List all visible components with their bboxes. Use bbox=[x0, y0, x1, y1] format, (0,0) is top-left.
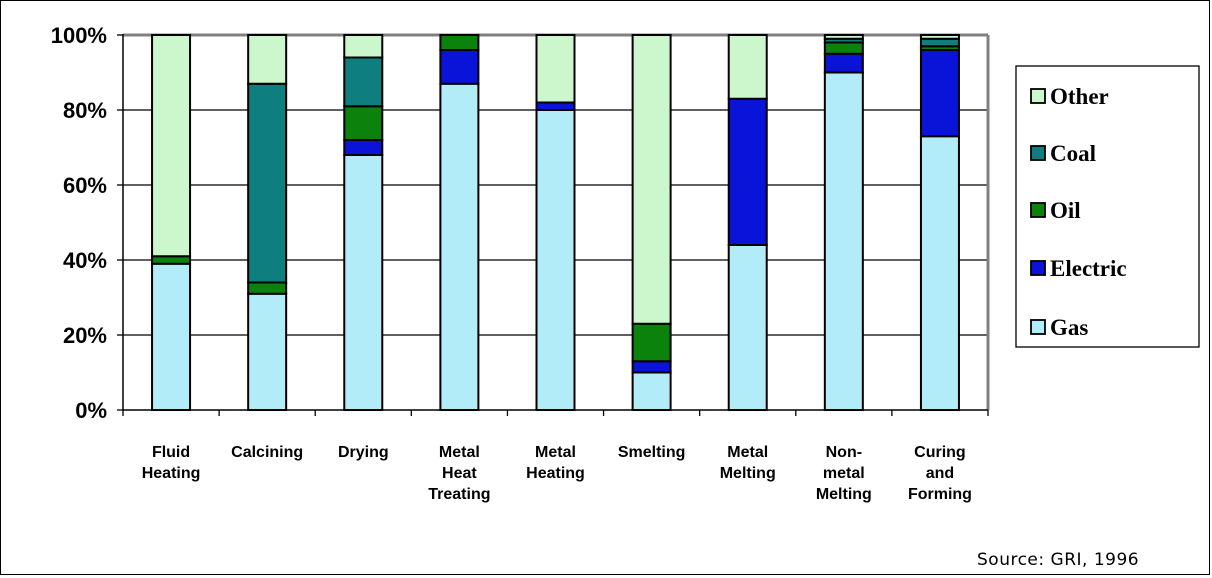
bar-segment-oil-smelting bbox=[631, 322, 672, 363]
x-tick-label: Metal Melting bbox=[720, 444, 776, 482]
bar-segment-other-fluid-heating bbox=[151, 34, 192, 258]
bar-segment-other-metal-melting bbox=[727, 34, 768, 100]
y-tick-label: 60% bbox=[63, 173, 107, 198]
legend-label-gas: Gas bbox=[1050, 315, 1088, 340]
bar-segment-other-metal-heating bbox=[535, 34, 576, 104]
bar-segment-gas-drying bbox=[343, 154, 384, 411]
bar-segment-oil-calcining bbox=[247, 281, 288, 295]
bar-segment-other-non-metal-melting bbox=[823, 34, 864, 40]
y-tick-label: 0% bbox=[75, 398, 107, 423]
x-tick-label: Smelting bbox=[618, 444, 686, 461]
bar-segment-oil-metal-heat-treating bbox=[439, 34, 480, 51]
bar-segment-coal-calcining bbox=[247, 82, 288, 284]
legend-swatch-other bbox=[1030, 88, 1046, 104]
bar-segment-coal-drying bbox=[343, 56, 384, 108]
y-tick-label: 80% bbox=[63, 98, 107, 123]
source-note: Source: GRI, 1996 bbox=[977, 550, 1140, 570]
bar-segment-gas-smelting bbox=[631, 371, 672, 411]
bar-segment-gas-fluid-heating bbox=[151, 262, 192, 411]
legend-swatch-gas bbox=[1030, 319, 1046, 335]
bar-segment-gas-metal-melting bbox=[727, 244, 768, 411]
y-tick-label: 40% bbox=[63, 248, 107, 273]
y-tick-label: 100% bbox=[51, 23, 107, 48]
bar-segment-electric-metal-heat-treating bbox=[439, 49, 480, 85]
bar-segment-gas-calcining bbox=[247, 292, 288, 411]
bar-segment-other-drying bbox=[343, 34, 384, 59]
x-tick-label: Metal Heat Treating bbox=[428, 444, 490, 503]
bar-segment-coal-curing-and-forming bbox=[919, 37, 960, 48]
legend-label-coal: Coal bbox=[1050, 141, 1096, 166]
bar-segment-electric-non-metal-melting bbox=[823, 52, 864, 74]
bar-segment-electric-metal-melting bbox=[727, 97, 768, 246]
y-tick-label: 20% bbox=[63, 323, 107, 348]
bar-segment-electric-curing-and-forming bbox=[919, 49, 960, 138]
bar-segment-gas-metal-heating bbox=[535, 109, 576, 411]
legend-label-oil: Oil bbox=[1050, 198, 1081, 223]
bar-segment-gas-non-metal-melting bbox=[823, 71, 864, 411]
legend-box bbox=[1015, 65, 1200, 348]
x-tick-label: Metal Heating bbox=[526, 444, 585, 482]
bar-segment-other-calcining bbox=[247, 34, 288, 85]
bar-segment-electric-smelting bbox=[631, 360, 672, 374]
legend-label-other: Other bbox=[1050, 84, 1109, 109]
x-tick-label: Non-metal Melting bbox=[816, 444, 872, 503]
bar-segment-gas-curing-and-forming bbox=[919, 135, 960, 411]
legend-swatch-electric bbox=[1030, 260, 1046, 276]
x-tick-label: Fluid Heating bbox=[142, 444, 201, 482]
bar-segment-oil-drying bbox=[343, 105, 384, 141]
bar-segment-electric-drying bbox=[343, 139, 384, 156]
legend-swatch-oil bbox=[1030, 202, 1046, 218]
x-tick-label: Calcining bbox=[231, 444, 303, 461]
x-tick-label: Curing and Forming bbox=[908, 444, 972, 503]
bar-segment-gas-metal-heat-treating bbox=[439, 82, 480, 411]
bar-segment-electric-metal-heating bbox=[535, 101, 576, 111]
bar-segment-other-curing-and-forming bbox=[919, 34, 960, 40]
x-tick-label: Drying bbox=[338, 444, 389, 461]
bar-segment-oil-fluid-heating bbox=[151, 255, 192, 265]
legend-swatch-coal bbox=[1030, 145, 1046, 161]
legend-label-electric: Electric bbox=[1050, 256, 1127, 281]
bar-segment-oil-non-metal-melting bbox=[823, 41, 864, 55]
bar-segment-other-smelting bbox=[631, 34, 672, 325]
